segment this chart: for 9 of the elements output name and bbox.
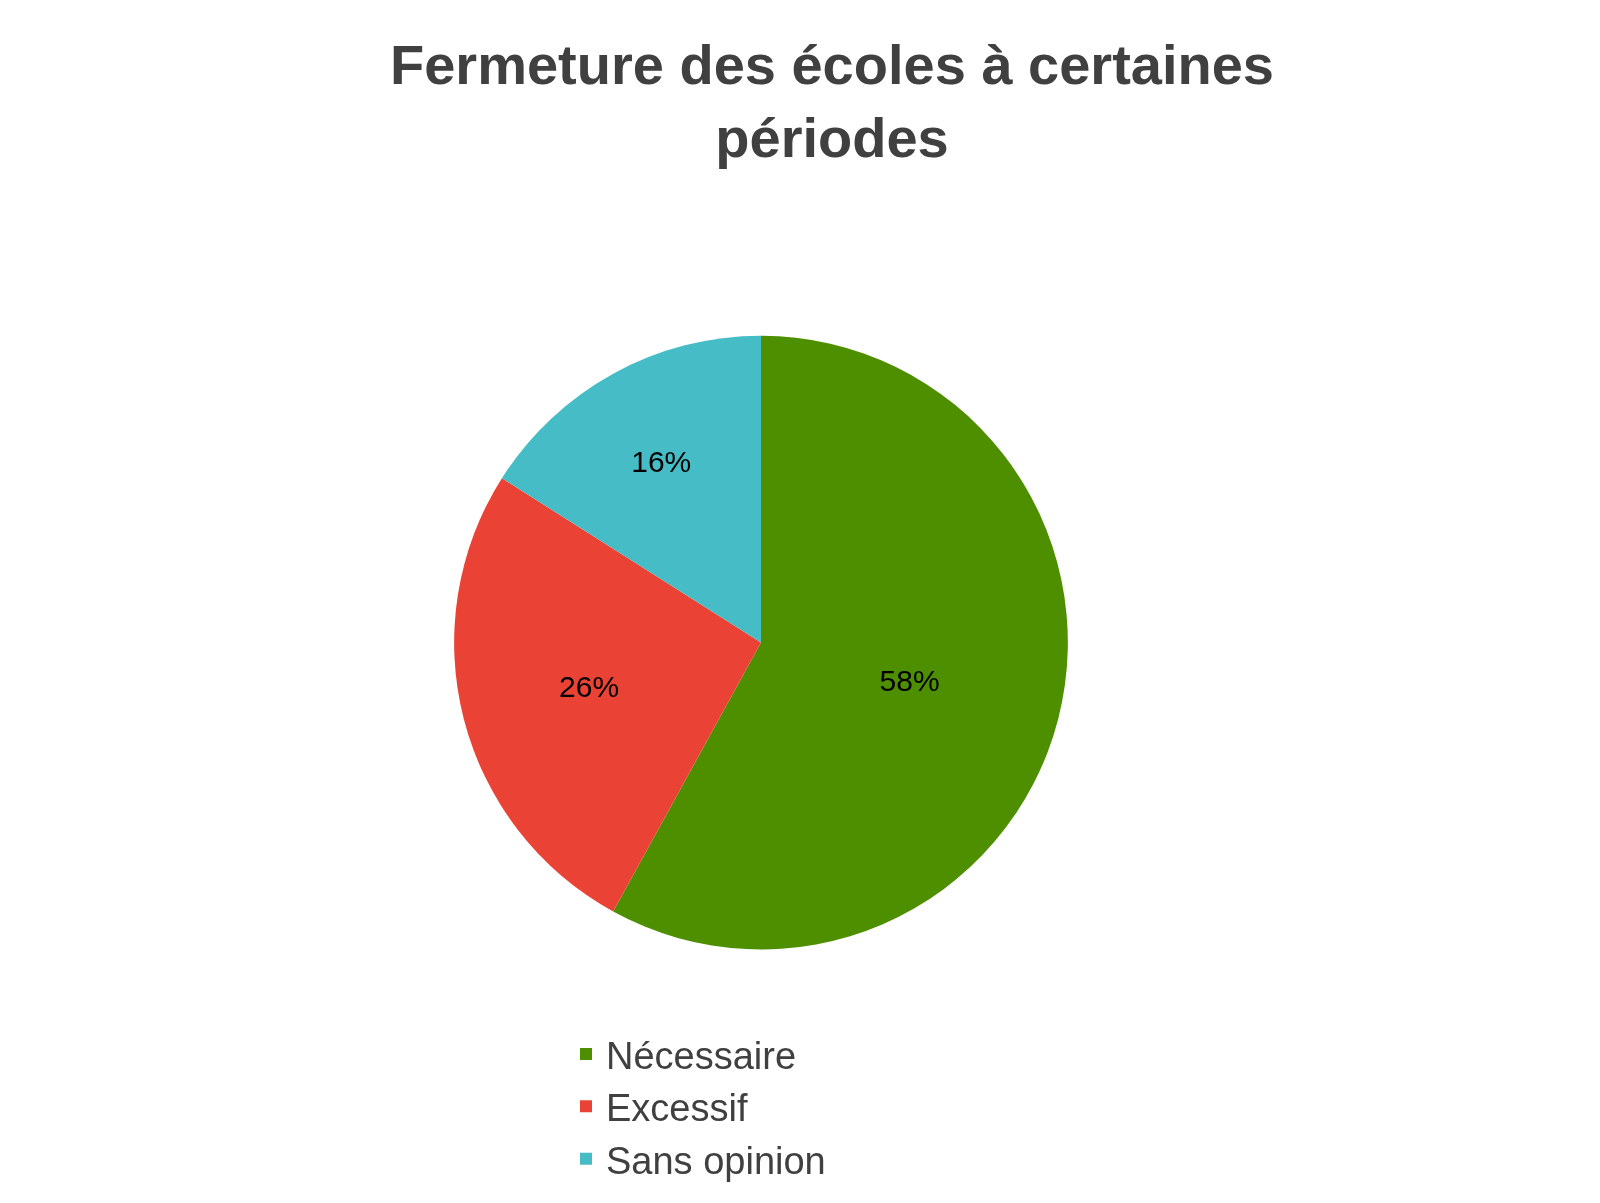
pie-slice: [454, 478, 761, 912]
chart-title: Fermeture des écoles à certaines périodes: [389, 33, 1275, 170]
data-label: 58%: [879, 664, 940, 698]
legend-label: Nécessaire: [606, 1034, 797, 1077]
pie-slice: [501, 335, 761, 643]
legend-label: Excessif: [606, 1087, 748, 1130]
data-label: 26%: [559, 670, 620, 704]
data-label: 16%: [631, 444, 692, 478]
legend-label: Sans opinion: [606, 1139, 826, 1182]
